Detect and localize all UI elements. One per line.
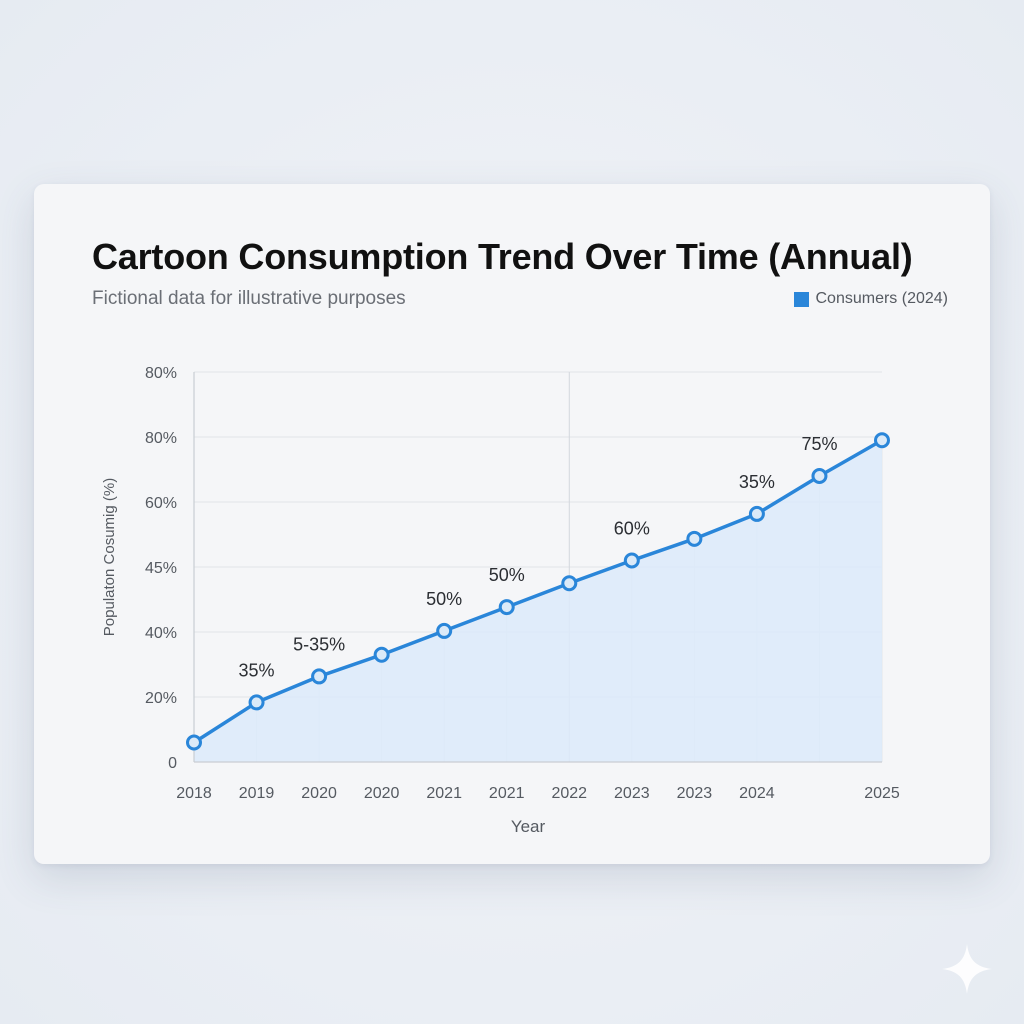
data-point [500, 601, 513, 614]
area-fill [194, 440, 882, 762]
chart-card: Cartoon Consumption Trend Over Time (Ann… [34, 184, 990, 864]
data-point [563, 577, 576, 590]
x-tick-label: 2021 [426, 785, 462, 802]
x-tick-label: 2020 [301, 785, 337, 802]
data-label: 50% [489, 565, 525, 585]
data-point [625, 554, 638, 567]
data-label: 60% [614, 519, 650, 539]
area-layer [194, 440, 882, 762]
x-axis-title: Year [511, 817, 546, 836]
data-label: 75% [801, 434, 837, 454]
data-point [313, 670, 326, 683]
y-axis-title: Populaton Cosumig (%) [101, 478, 118, 636]
data-point [813, 470, 826, 483]
data-point [250, 696, 263, 709]
x-tick-label: 2020 [364, 785, 400, 802]
data-point [438, 624, 451, 637]
x-tick-label: 2024 [739, 785, 775, 802]
y-tick-label: 40% [145, 625, 177, 642]
data-point [375, 648, 388, 661]
data-label: 5-35% [293, 634, 345, 654]
data-label: 35% [739, 472, 775, 492]
x-tick-label: 2021 [489, 785, 525, 802]
y-tick-label: 0 [168, 755, 177, 772]
x-tick-label: 2025 [864, 785, 900, 802]
y-tick-label: 80% [145, 430, 177, 447]
x-tick-label: 2022 [551, 785, 587, 802]
y-tick-label: 20% [145, 690, 177, 707]
data-label: 35% [239, 660, 275, 680]
data-point [188, 736, 201, 749]
y-tick-label: 45% [145, 560, 177, 577]
x-tick-label: 2023 [677, 785, 713, 802]
data-label: 50% [426, 589, 462, 609]
data-point [876, 434, 889, 447]
x-tick-label: 2018 [176, 785, 212, 802]
sparkle-icon [940, 942, 994, 996]
y-tick-label: 80% [145, 365, 177, 382]
line-chart: 0 20% 40% 45% 60% 80% 80% 2018 2019 2020 2020 2021 2… [34, 184, 990, 864]
data-point [688, 532, 701, 545]
x-tick-label: 2023 [614, 785, 650, 802]
data-point [750, 507, 763, 520]
y-tick-label: 60% [145, 495, 177, 512]
x-tick-label: 2019 [239, 785, 275, 802]
